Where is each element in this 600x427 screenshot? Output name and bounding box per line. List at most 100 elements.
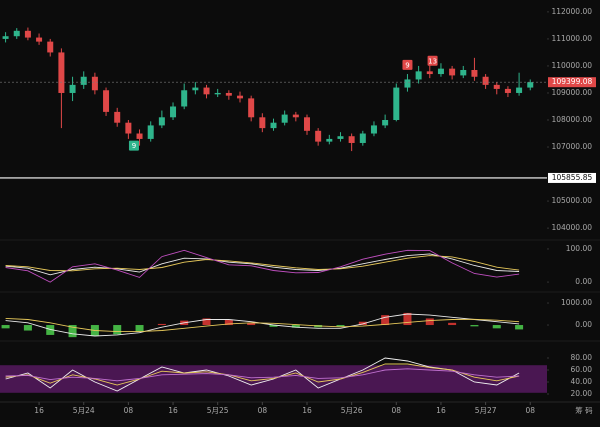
- x-tick-label: 5月24: [73, 406, 95, 415]
- candle-body: [237, 95, 244, 99]
- current-price-tag: [548, 77, 596, 88]
- y-tick-label: 107000.00: [551, 142, 592, 151]
- x-tick-label: 5月26: [341, 406, 363, 415]
- candle-body: [136, 133, 143, 139]
- candle-body: [47, 41, 54, 53]
- macd-bar: [23, 325, 32, 331]
- candle-body: [147, 125, 154, 139]
- macd-bar: [135, 325, 144, 332]
- x-tick-label: 08: [525, 406, 535, 415]
- candle-body: [103, 90, 110, 112]
- candle-body: [370, 125, 377, 134]
- y-tick-label: 40.00: [571, 377, 593, 386]
- macd-bar: [291, 325, 300, 328]
- candle-body: [259, 117, 266, 129]
- candle-body: [13, 30, 20, 37]
- toolbar-label[interactable]: 筹 码: [575, 405, 593, 415]
- signal-label: 9: [132, 142, 136, 150]
- macd-bar: [470, 325, 479, 327]
- candle-body: [2, 36, 9, 39]
- y-tick-label: 112000.00: [551, 7, 592, 16]
- x-tick-label: 08: [258, 406, 268, 415]
- y-tick-label: 20.00: [571, 389, 593, 398]
- candle-body: [192, 87, 199, 91]
- signal-marker: [427, 55, 438, 66]
- macd-bar: [157, 323, 166, 326]
- candle-body: [170, 106, 177, 118]
- candle-body: [348, 136, 355, 143]
- candle-body: [493, 84, 500, 89]
- macd-bar: [113, 325, 122, 335]
- candle-body: [460, 70, 467, 76]
- candle-body: [393, 87, 400, 120]
- y-tick-label: 0.00: [575, 277, 592, 286]
- x-tick-label: 16: [168, 406, 178, 415]
- candle-body: [292, 114, 299, 118]
- candle-body: [527, 82, 534, 88]
- candle-body: [69, 84, 76, 93]
- macd-bar: [68, 325, 77, 338]
- x-tick-label: 16: [302, 406, 312, 415]
- candle-body: [437, 68, 444, 75]
- y-tick-label: 111000.00: [551, 34, 592, 43]
- candle-body: [270, 122, 277, 129]
- x-tick-label: 16: [436, 406, 446, 415]
- y-tick-label: 109000.00: [551, 88, 592, 97]
- x-tick-label: 16: [34, 406, 44, 415]
- candle-body: [281, 114, 288, 123]
- reference-tag: [548, 172, 596, 183]
- macd-bar: [492, 325, 501, 329]
- y-tick-label: 80.00: [571, 353, 593, 362]
- candle-body: [504, 88, 511, 93]
- y-tick-label: 1000.00: [561, 298, 592, 307]
- macd-bar: [336, 325, 345, 327]
- candle-body: [382, 120, 389, 126]
- macd-bar: [46, 325, 55, 335]
- candle-body: [114, 111, 121, 123]
- indicator-line: [5, 317, 520, 333]
- candle-body: [181, 90, 188, 107]
- candle-body: [80, 76, 87, 85]
- candle-body: [449, 68, 456, 76]
- macd-bar: [358, 321, 367, 326]
- candle-body: [471, 70, 478, 77]
- candle-body: [415, 71, 422, 80]
- indicator-line: [5, 368, 520, 382]
- candle-body: [214, 92, 221, 95]
- signal-marker: [402, 59, 413, 70]
- x-tick-label: 08: [124, 406, 134, 415]
- candle-body: [158, 117, 165, 126]
- candle-body: [36, 37, 43, 42]
- macd-bar: [202, 318, 211, 326]
- candle-body: [24, 30, 31, 38]
- y-tick-label: 100.00: [566, 244, 592, 253]
- candle-body: [91, 76, 98, 91]
- macd-bar: [224, 319, 233, 326]
- candle-body: [482, 76, 489, 85]
- candle-body: [426, 71, 433, 75]
- indicator-line: [5, 249, 520, 283]
- candle-body: [248, 98, 255, 118]
- candle-body: [125, 122, 132, 134]
- macd-bar: [515, 325, 524, 330]
- x-tick-label: 5月25: [207, 406, 229, 415]
- candle-body: [326, 138, 333, 142]
- y-tick-label: 0.00: [575, 320, 592, 329]
- candle-body: [337, 136, 344, 139]
- candle-body: [516, 87, 523, 93]
- indicator-line: [5, 357, 520, 392]
- signal-label: 9: [405, 61, 409, 69]
- macd-bar: [425, 318, 434, 326]
- x-tick-label: 08: [392, 406, 402, 415]
- macd-bar: [247, 322, 256, 326]
- y-tick-label: 105000.00: [551, 196, 592, 205]
- reference-label: 105855.85: [552, 173, 593, 182]
- macd-bar: [403, 312, 412, 326]
- candle-body: [303, 117, 310, 131]
- macd-bar: [1, 325, 10, 329]
- signal-label: 13: [428, 57, 437, 65]
- x-tick-label: 5月27: [475, 406, 497, 415]
- candle-body: [359, 133, 366, 143]
- y-tick-label: 104000.00: [551, 223, 592, 232]
